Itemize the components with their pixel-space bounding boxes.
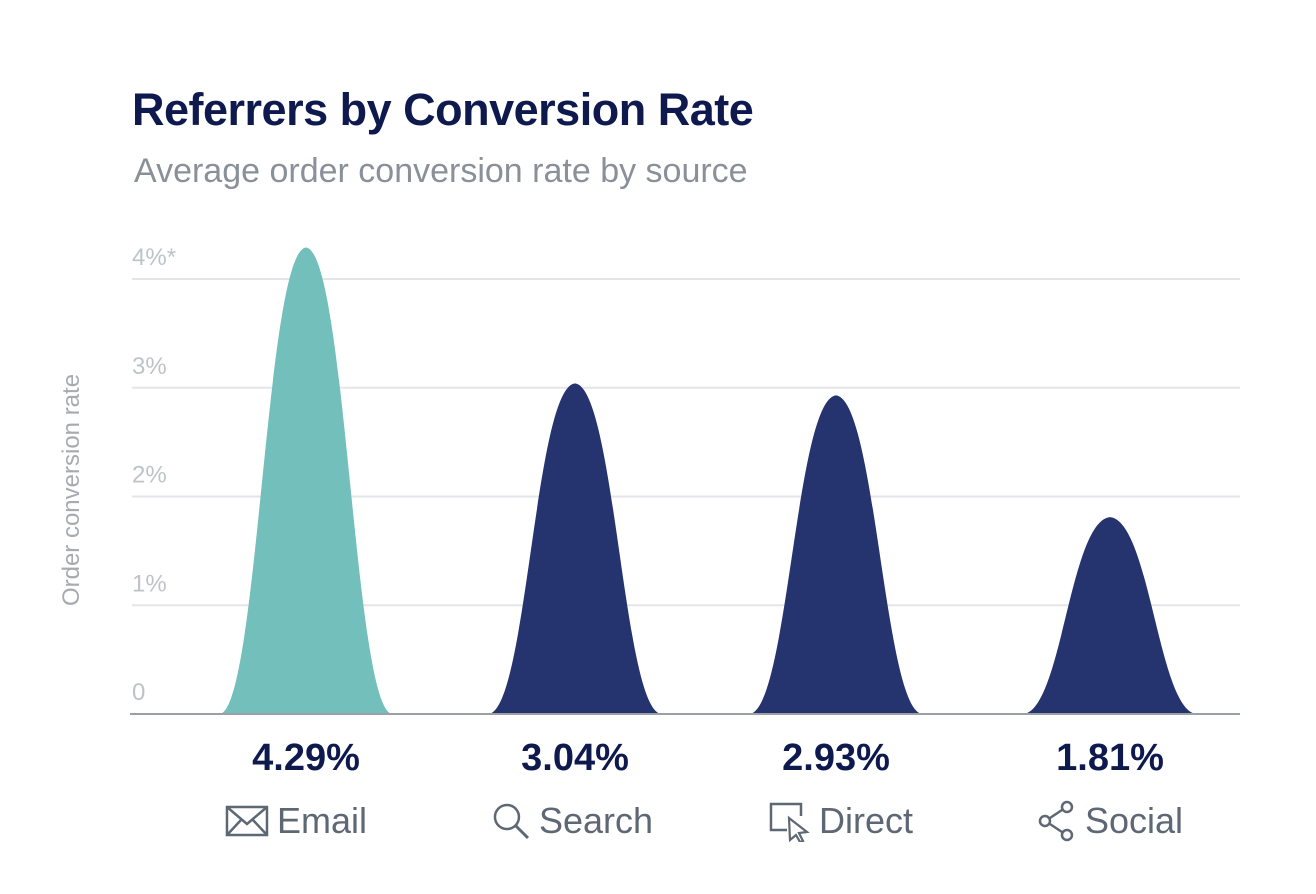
legend-item-search: Search [491,800,653,842]
value-label: 2.93% [782,737,890,779]
legend-item-direct: Direct [767,800,913,842]
envelope-icon [225,804,269,838]
peak-social [1024,517,1196,714]
legend-label: Direct [818,800,914,841]
share-icon [1037,800,1077,842]
y-tick-label: 4%* [132,244,176,271]
chart-subtitle: Average order conversion rate by source [134,152,748,190]
value-label: 3.04% [521,737,629,779]
y-tick-label: 2% [132,462,167,489]
peak-search [489,383,661,714]
y-tick-label: 3% [132,353,167,380]
value-label: 1.81% [1056,737,1164,779]
legend-label: Search [538,800,654,841]
legend-item-email: Email [225,800,367,842]
legend-label: Email [276,800,368,841]
magnifier-icon [491,801,531,841]
peak-email [220,247,392,714]
legend-label: Social [1084,800,1184,841]
value-label: 4.29% [252,737,360,779]
peak-direct [750,395,922,714]
y-tick-label: 1% [132,570,167,597]
cursor-window-icon [767,800,811,842]
chart-title: Referrers by Conversion Rate [132,84,754,135]
y-tick-label: 0 [132,679,145,706]
legend-item-social: Social [1037,800,1183,842]
